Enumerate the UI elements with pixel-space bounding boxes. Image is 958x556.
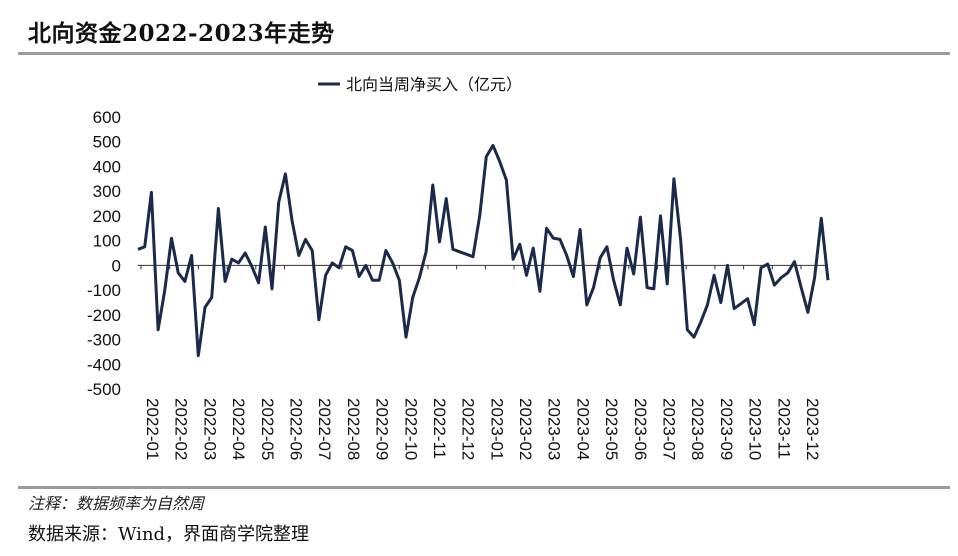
x-tick-label: 2022-09 (373, 398, 392, 460)
y-tick-label: -300 (87, 331, 121, 350)
x-tick-label: 2022-06 (286, 398, 305, 460)
y-tick-label: 400 (93, 157, 121, 176)
y-tick-label: -100 (87, 281, 121, 300)
x-tick-label: 2022-04 (229, 398, 248, 460)
data-source: 数据来源：Wind，界面商学院整理 (28, 524, 310, 545)
x-tick-label: 2022-01 (143, 398, 162, 460)
x-tick-label: 2023-09 (717, 398, 736, 460)
y-tick-label: -400 (87, 355, 121, 374)
x-tick-label: 2022-11 (430, 398, 449, 459)
y-tick-label: -200 (87, 306, 121, 325)
y-tick-label: 100 (93, 232, 121, 251)
x-tick-label: 2023-07 (660, 398, 679, 460)
y-tick-label: 200 (93, 207, 121, 226)
x-tick-label: 2022-12 (459, 398, 478, 460)
x-tick-label: 2023-10 (746, 398, 765, 460)
x-tick-label: 2023-01 (487, 398, 506, 460)
x-tick-label: 2023-08 (688, 398, 707, 460)
x-axis: 2022-01 2022-02 2022-03 2022-04 2022-05 2022-… (140, 265, 822, 460)
x-tick-label: 2022-05 (258, 398, 277, 460)
y-axis: 600 500 400 300 200 100 0 -100 -200 -300 -400 -500 (87, 108, 828, 399)
legend-label: 北向当周净买入（亿元） (346, 75, 522, 94)
chart-title: 北向资金2022-2023年走势 (28, 20, 335, 47)
x-tick-label: 2023-04 (573, 398, 592, 460)
chart-legend: 北向当周净买入（亿元） (318, 75, 522, 94)
x-tick-label: 2022-08 (344, 398, 363, 460)
x-tick-label: 2023-02 (516, 398, 535, 460)
x-tick-label: 2022-10 (401, 398, 420, 460)
y-tick-label: 300 (93, 182, 121, 201)
y-tick-label: 500 (93, 133, 121, 152)
x-tick-label: 2023-11 (774, 398, 793, 459)
x-tick-label: 2023-12 (803, 398, 822, 460)
x-tick-label: 2022-02 (172, 398, 191, 460)
x-tick-label: 2022-03 (200, 398, 219, 460)
x-tick-label: 2023-06 (631, 398, 650, 460)
y-tick-label: -500 (87, 380, 121, 399)
top-divider (18, 52, 950, 55)
plot-area (137, 143, 830, 358)
y-tick-label: 0 (112, 256, 121, 275)
y-tick-label: 600 (93, 108, 121, 127)
x-tick-label: 2023-05 (602, 398, 621, 460)
series-line (137, 143, 830, 358)
bottom-divider (18, 486, 950, 489)
footnote: 注释：数据频率为自然周 (28, 494, 205, 513)
x-tick-label: 2022-07 (315, 398, 334, 460)
x-tick-label: 2023-03 (545, 398, 564, 460)
